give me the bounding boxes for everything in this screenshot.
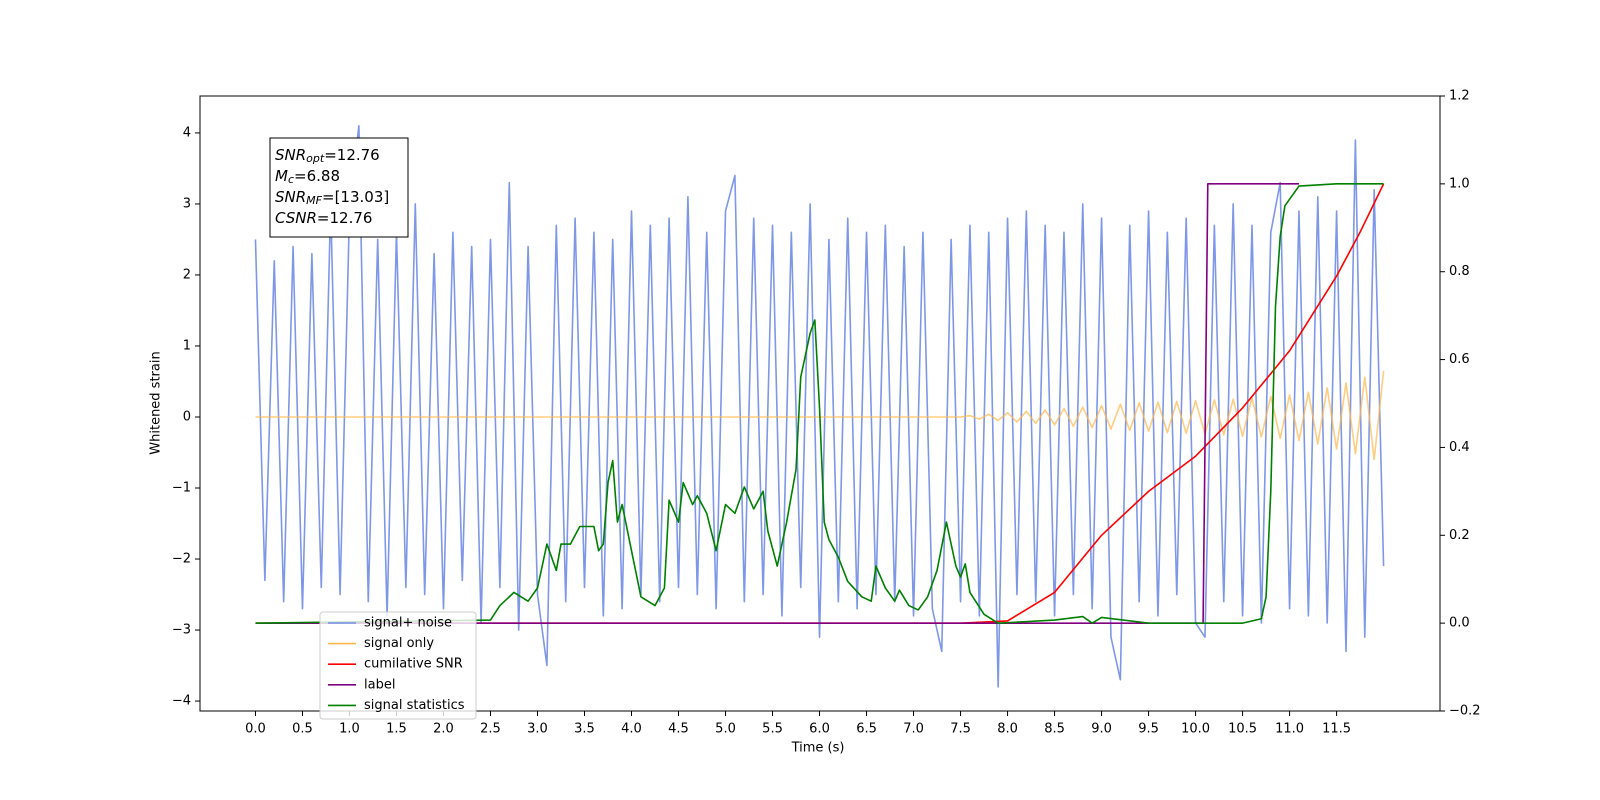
x-tick-label: 7.5 [950, 722, 971, 737]
y2-tick-label: −0.2 [1449, 704, 1481, 719]
y2-tick-label: 0.4 [1449, 440, 1470, 455]
x-tick-label: 0.5 [292, 722, 313, 737]
y2-tick-label: 1.0 [1449, 176, 1470, 191]
y2-tick-label: 0.6 [1449, 352, 1470, 367]
x-tick-label: 3.0 [527, 722, 548, 737]
x-tick-label: 1.0 [339, 722, 360, 737]
annotation-symbol: M [275, 167, 288, 185]
x-axis-label: Time (s) [791, 741, 845, 756]
annotation-symbol: SNR [275, 188, 306, 206]
series-line [255, 183, 1299, 624]
y-tick-label: 3 [183, 196, 191, 211]
legend-label: label [364, 677, 395, 692]
annotation-line: Mc=6.88 [275, 167, 340, 187]
x-tick-label: 6.0 [809, 722, 830, 737]
annotation-line: SNRMF=[13.03] [275, 188, 389, 208]
annotation-subscript: c [288, 173, 294, 186]
annotation-subscript: MF [306, 194, 322, 207]
series-line [255, 183, 1385, 624]
legend-label: signal+ noise [364, 616, 452, 631]
x-tick-label: 11.0 [1275, 722, 1304, 737]
annotation-value: =6.88 [294, 167, 340, 185]
y-tick-label: 2 [183, 267, 191, 282]
annotation-symbol: SNR [275, 146, 306, 164]
annotation-value: =12.76 [324, 146, 380, 164]
x-tick-label: 5.0 [715, 722, 736, 737]
y-tick-label: −3 [172, 623, 191, 638]
annotation-box [269, 137, 409, 238]
y-tick-label: 1 [183, 338, 191, 353]
x-tick-label: 2.0 [433, 722, 454, 737]
series-line [255, 370, 1385, 461]
y2-tick-label: 0.8 [1449, 264, 1470, 279]
y-tick-label: 4 [183, 125, 191, 140]
x-tick-label: 9.5 [1138, 722, 1159, 737]
x-tick-label: 10.0 [1181, 722, 1210, 737]
annotation-line: CSNR=12.76 [275, 209, 372, 227]
y-tick-label: 0 [183, 409, 191, 424]
series-line [255, 183, 1384, 624]
y-tick-label: −1 [172, 481, 191, 496]
y-axis-label: Whitened strain [149, 351, 164, 454]
legend-box [319, 611, 477, 720]
x-tick-label: 5.5 [762, 722, 783, 737]
x-tick-label: 7.0 [903, 722, 924, 737]
y2-tick-label: 0.0 [1449, 616, 1470, 631]
y-tick-label: −4 [172, 694, 191, 709]
x-tick-label: 0.0 [245, 722, 266, 737]
x-tick-label: 2.5 [480, 722, 501, 737]
annotation-value: =12.76 [317, 209, 373, 227]
legend-label: signal only [364, 636, 434, 651]
x-tick-label: 8.5 [1044, 722, 1065, 737]
x-tick-label: 6.5 [856, 722, 877, 737]
y-tick-label: −2 [172, 552, 191, 567]
x-tick-label: 4.5 [668, 722, 689, 737]
annotation-subscript: opt [306, 152, 325, 165]
legend-label: signal statistics [364, 698, 465, 713]
x-tick-label: 9.0 [1091, 722, 1112, 737]
annotation-line: SNRopt=12.76 [275, 146, 380, 166]
y2-tick-label: 1.2 [1449, 89, 1470, 104]
annotation-symbol: CSNR [275, 209, 317, 227]
annotation-value: =[13.03] [322, 188, 389, 206]
x-tick-label: 1.5 [386, 722, 407, 737]
x-tick-label: 10.5 [1228, 722, 1257, 737]
x-tick-label: 8.0 [997, 722, 1018, 737]
x-tick-label: 3.5 [574, 722, 595, 737]
legend-label: cumilative SNR [364, 657, 463, 672]
x-tick-label: 11.5 [1322, 722, 1351, 737]
x-tick-label: 4.0 [621, 722, 642, 737]
y2-tick-label: 0.2 [1449, 528, 1470, 543]
